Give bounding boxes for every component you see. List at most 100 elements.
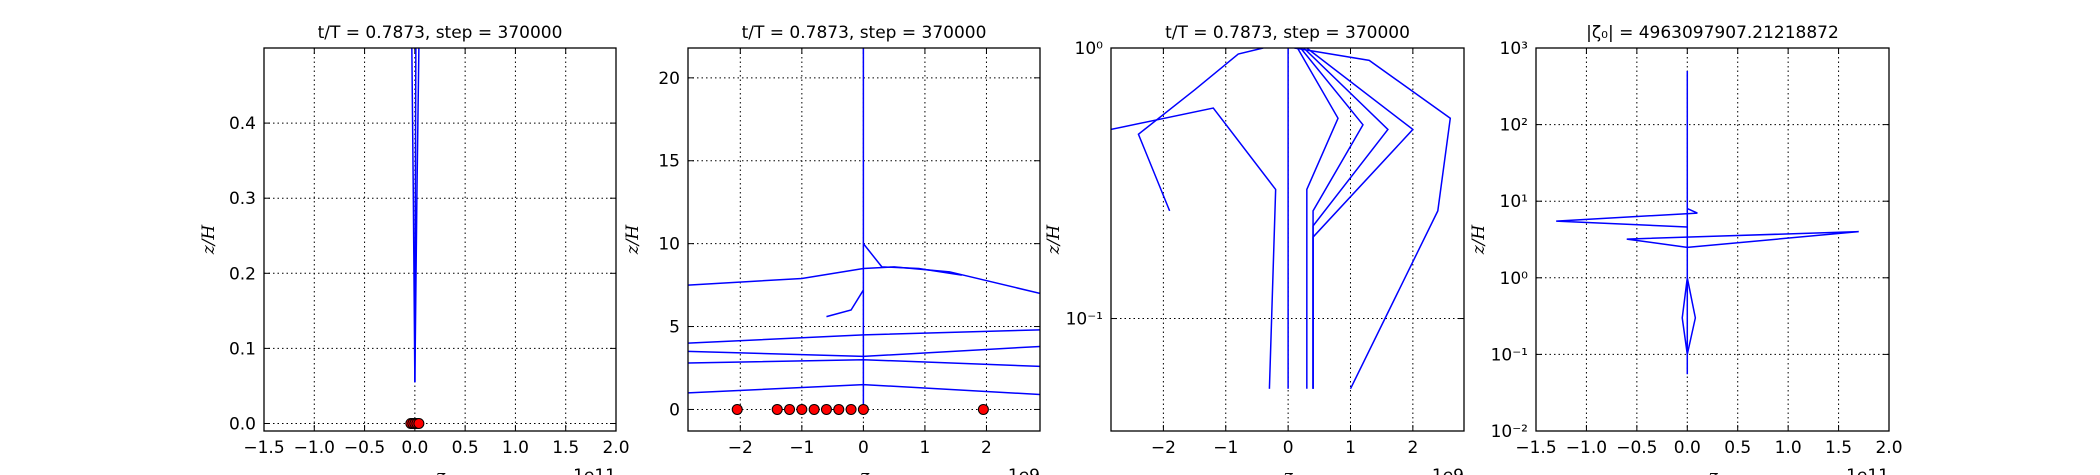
point bbox=[820, 403, 832, 415]
y-tick-label: 10⁰ bbox=[1500, 269, 1529, 289]
y-tick-label: 0.4 bbox=[229, 114, 256, 134]
x-tick-label: 1.0 bbox=[502, 438, 529, 458]
profile-line bbox=[1556, 207, 1698, 228]
plot-area bbox=[411, 48, 420, 383]
x-tick-label: −1 bbox=[789, 438, 814, 458]
x-tick-label: −1 bbox=[1213, 438, 1238, 458]
x-label: ζ bbox=[435, 471, 446, 475]
x-tick-label: 0.0 bbox=[401, 438, 428, 458]
y-tick-label: 10² bbox=[1500, 116, 1528, 136]
x-tick-label: 1.0 bbox=[1775, 438, 1802, 458]
plot-area bbox=[688, 48, 1040, 410]
profile-line bbox=[1111, 107, 1277, 389]
x-label: ζ bbox=[859, 471, 870, 475]
profile-line bbox=[1626, 230, 1859, 249]
point bbox=[808, 403, 820, 415]
x-tick-label: 1 bbox=[920, 438, 931, 458]
y-tick-label: 15 bbox=[658, 152, 680, 172]
title: |ζ₀| = 4963097907.21218872 bbox=[1586, 23, 1839, 43]
x-tick-label: −1.0 bbox=[294, 438, 335, 458]
x-label: ζ bbox=[1283, 471, 1294, 475]
x-tick-label: −2 bbox=[1151, 438, 1176, 458]
profile-line bbox=[688, 345, 1040, 358]
profile-line bbox=[688, 266, 1040, 295]
y-tick-label: 0.2 bbox=[229, 264, 256, 284]
axes-frame bbox=[1110, 47, 1465, 432]
point bbox=[833, 403, 845, 415]
y-tick-label: 10⁰ bbox=[1075, 39, 1104, 59]
point bbox=[413, 417, 425, 429]
offset-text: 1e9 bbox=[1008, 466, 1040, 475]
y-label: z/H bbox=[1044, 224, 1064, 256]
profile-line bbox=[1300, 48, 1364, 389]
subplot: −1.5 −1.0 −0.5 0.0 0.5 1.0 1.5 2.0 0.0 0.1 0.2 0.3 0… bbox=[199, 23, 630, 475]
point bbox=[731, 403, 743, 415]
y-tick-label: 5 bbox=[669, 318, 680, 338]
offset-text: 1e11 bbox=[573, 466, 616, 475]
point bbox=[784, 403, 796, 415]
x-tick-label: 2 bbox=[1407, 438, 1418, 458]
x-tick-label: 1.5 bbox=[552, 438, 579, 458]
x-tick-label: 2.0 bbox=[602, 438, 629, 458]
x-tick-label: 0.5 bbox=[452, 438, 479, 458]
y-tick-label: 0.0 bbox=[229, 414, 256, 434]
profile-line bbox=[862, 243, 962, 276]
x-tick-label: −0.5 bbox=[344, 438, 385, 458]
subplot: −2 −1 0 1 2 10⁻¹ 10⁰ t/T = 0.7873, step = 37000… bbox=[1044, 23, 1465, 475]
profile-line bbox=[411, 48, 416, 383]
point bbox=[771, 403, 783, 415]
profile-line bbox=[1681, 277, 1697, 355]
offset-text: 1e11 bbox=[1846, 466, 1889, 475]
plot-area bbox=[1111, 48, 1452, 390]
profile-line bbox=[1294, 48, 1452, 390]
subplot: −1.5 −1.0 −0.5 0.0 0.5 1.0 1.5 2.0 10⁻² 10⁻¹ 10⁰ 10… bbox=[1469, 23, 1903, 475]
axes-frame bbox=[687, 47, 1041, 432]
y-label: z/H bbox=[1469, 224, 1489, 256]
point bbox=[845, 403, 857, 415]
profile-line bbox=[826, 289, 865, 318]
y-tick-label: 10¹ bbox=[1500, 192, 1528, 212]
x-tick-label: 2 bbox=[981, 438, 992, 458]
profile-line bbox=[1296, 48, 1339, 389]
x-label: ζ bbox=[1708, 471, 1719, 475]
x-tick-label: 2.0 bbox=[1875, 438, 1902, 458]
offset-text: 1e9 bbox=[1432, 466, 1464, 475]
x-tick-label: −1.5 bbox=[243, 438, 284, 458]
x-tick-label: −0.5 bbox=[1616, 438, 1657, 458]
profile-line bbox=[688, 329, 1040, 344]
x-tick-label: −1.0 bbox=[1566, 438, 1607, 458]
title: t/T = 0.7873, step = 370000 bbox=[742, 23, 987, 43]
axes-frame bbox=[1535, 47, 1890, 432]
plot-area bbox=[1556, 71, 1859, 375]
profile-line bbox=[414, 48, 420, 383]
axes-frame bbox=[263, 47, 617, 432]
profile-line bbox=[688, 358, 1040, 368]
y-tick-label: 10⁻¹ bbox=[1066, 310, 1103, 330]
point bbox=[857, 403, 869, 415]
y-tick-label: 10⁻¹ bbox=[1491, 345, 1528, 365]
y-tick-label: 0 bbox=[669, 400, 680, 420]
x-tick-label: 0 bbox=[858, 438, 869, 458]
x-tick-label: −1.5 bbox=[1515, 438, 1556, 458]
y-tick-label: 10³ bbox=[1500, 39, 1528, 59]
y-tick-label: 20 bbox=[658, 69, 680, 89]
y-tick-label: 0.1 bbox=[229, 339, 256, 359]
point bbox=[796, 403, 808, 415]
x-tick-label: 0 bbox=[1283, 438, 1294, 458]
x-tick-label: −2 bbox=[728, 438, 753, 458]
profile-line bbox=[688, 383, 1040, 396]
y-label: z/H bbox=[623, 224, 643, 256]
profile-line bbox=[1137, 48, 1264, 212]
title: t/T = 0.7873, step = 370000 bbox=[1165, 23, 1410, 43]
y-tick-label: 10⁻² bbox=[1491, 422, 1528, 442]
x-tick-label: 1 bbox=[1345, 438, 1356, 458]
y-tick-label: 0.3 bbox=[229, 189, 256, 209]
x-tick-label: 0.0 bbox=[1674, 438, 1701, 458]
y-label: z/H bbox=[199, 224, 219, 256]
x-tick-label: 1.5 bbox=[1825, 438, 1852, 458]
title: t/T = 0.7873, step = 370000 bbox=[318, 23, 563, 43]
point bbox=[977, 403, 989, 415]
